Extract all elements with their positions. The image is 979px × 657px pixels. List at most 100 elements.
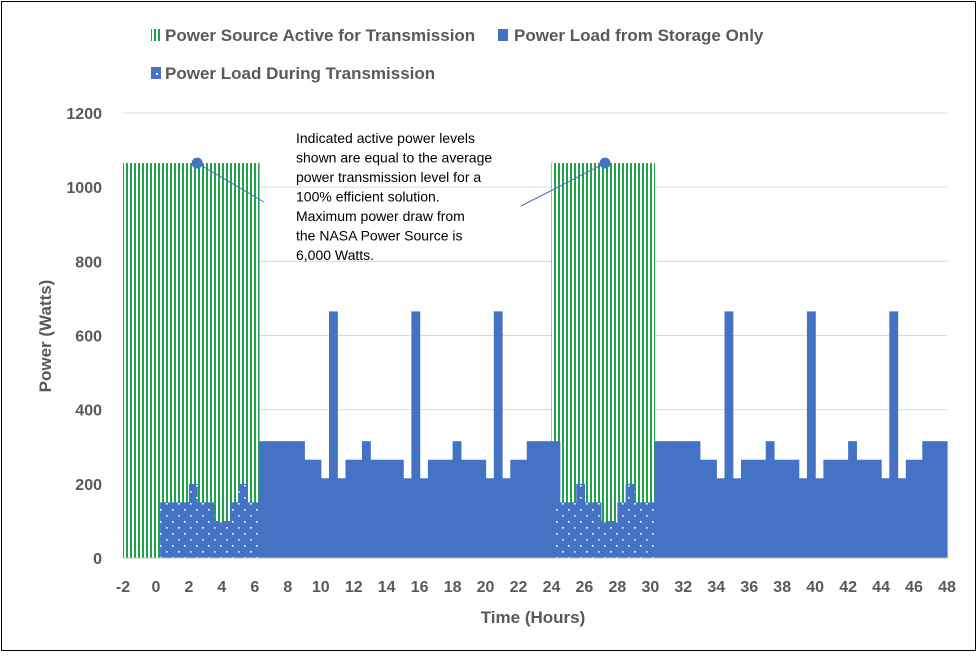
x-tick-label: 42 [839, 579, 857, 596]
x-tick-label: 10 [312, 579, 330, 596]
bar-storage-only [716, 478, 726, 558]
annotation-leader-line [520, 162, 606, 207]
bar-storage-only [666, 441, 701, 558]
x-tick-label: 22 [510, 579, 528, 596]
bar-during-transmission [246, 502, 260, 559]
legend-swatch-dot [156, 73, 158, 75]
x-tick-label: 48 [938, 579, 956, 596]
bar-storage-only [271, 441, 289, 558]
bar-storage-only [485, 478, 495, 558]
legend-item-during-transmission: Power Load During Transmission [151, 64, 435, 83]
bar-storage-only [856, 459, 882, 558]
bar-storage-only [329, 311, 338, 558]
x-tick-label: 2 [184, 579, 193, 596]
bar-during-transmission [633, 502, 656, 559]
x-tick-label: 8 [283, 579, 292, 596]
legend-swatch-solid [498, 29, 508, 41]
y-tick-label: 200 [75, 477, 102, 494]
annotation-marker [599, 157, 611, 169]
bar-during-transmission [617, 502, 627, 559]
x-tick-label: 28 [609, 579, 627, 596]
bar-storage-only [361, 441, 371, 558]
bar-storage-only [502, 478, 511, 558]
bar-storage-only [460, 459, 487, 558]
annotation-text-line: shown are equal to the average [296, 150, 492, 166]
x-tick-label: 30 [641, 579, 659, 596]
bar-storage-only [287, 441, 305, 558]
bar-storage-only [320, 478, 330, 558]
x-tick-label: 26 [576, 579, 594, 596]
bar-storage-only [815, 478, 824, 558]
bar-storage-only [411, 311, 421, 558]
bar-storage-only [403, 478, 412, 558]
y-axis-title: Power (Watts) [36, 280, 55, 393]
y-tick-label: 800 [75, 254, 102, 271]
x-tick-label: 40 [806, 579, 824, 596]
annotation: Indicated active power levels shown are e… [191, 130, 611, 263]
x-tick-label: 14 [378, 579, 396, 596]
annotation-text-line: Maximum power draw from [296, 208, 465, 224]
x-tick-labels: -2 0 2 4 6 8 10 12 14 16 18 20 22 24 26 28 30 32 34 36 38 40 4… [116, 579, 956, 596]
x-tick-label: 18 [444, 579, 462, 596]
bar-storage-only [370, 459, 404, 558]
bar-storage-only [889, 311, 899, 558]
annotation-leader-line [196, 162, 265, 203]
x-tick-label: 34 [707, 579, 725, 596]
bar-storage-only [345, 459, 363, 558]
bar-during-transmission [238, 483, 248, 558]
x-tick-label: 24 [543, 579, 561, 596]
y-tick-label: 1200 [66, 106, 102, 123]
bar-storage-only [699, 459, 717, 558]
bar-storage-only [419, 478, 429, 558]
x-tick-label: -2 [116, 579, 130, 596]
legend-label-storage-only: Power Load from Storage Only [514, 26, 764, 45]
bar-during-transmission [551, 502, 577, 559]
y-tick-labels: 0 200 400 600 800 1000 1200 [66, 106, 102, 568]
x-tick-label: 12 [345, 579, 363, 596]
bar-power-source [551, 163, 656, 558]
bar-storage-only [493, 311, 503, 558]
bar-storage-only [905, 459, 923, 558]
annotation-marker [191, 157, 203, 169]
bar-storage-only [823, 459, 849, 558]
x-tick-label: 4 [217, 579, 226, 596]
x-axis-title: Time (Hours) [481, 608, 586, 627]
bar-storage-only [724, 311, 734, 558]
legend: Power Source Active for Transmission Pow… [151, 26, 764, 83]
bar-storage-only [848, 441, 857, 558]
annotation-text-line: 6,000 Watts. [296, 247, 374, 263]
legend-swatch-stripes [151, 29, 161, 41]
bar-during-transmission [625, 483, 635, 558]
legend-item-storage-only: Power Load from Storage Only [498, 26, 764, 45]
bar-during-transmission [230, 502, 239, 559]
bar-during-transmission [160, 502, 190, 559]
annotation-text-line: the NASA Power Source is [296, 228, 463, 244]
bar-storage-only [337, 478, 347, 558]
legend-label-power-source: Power Source Active for Transmission [165, 26, 475, 45]
bar-storage-only [452, 441, 462, 558]
bar-during-transmission [188, 483, 198, 558]
bar-storage-only [427, 459, 454, 558]
legend-label-during-transmission: Power Load During Transmission [165, 64, 435, 83]
y-tick-label: 1000 [66, 180, 102, 197]
bar-during-transmission [213, 520, 231, 558]
legend-item-power-source: Power Source Active for Transmission [151, 26, 475, 45]
bar-storage-only [881, 478, 890, 558]
x-tick-label: 38 [773, 579, 791, 596]
bar-during-transmission [584, 502, 602, 559]
bar-storage-only [258, 441, 272, 558]
bar-storage-only [510, 459, 528, 558]
x-tick-label: 6 [250, 579, 259, 596]
y-tick-label: 0 [93, 551, 102, 568]
x-tick-label: 16 [411, 579, 429, 596]
bar-storage-only [741, 459, 767, 558]
bar-storage-only [654, 441, 668, 558]
bar-storage-only [304, 459, 322, 558]
bar-storage-only [773, 459, 800, 558]
x-tick-label: 32 [674, 579, 692, 596]
y-tick-label: 600 [75, 329, 102, 346]
bar-storage-only [732, 478, 742, 558]
bar-storage-only [897, 478, 907, 558]
